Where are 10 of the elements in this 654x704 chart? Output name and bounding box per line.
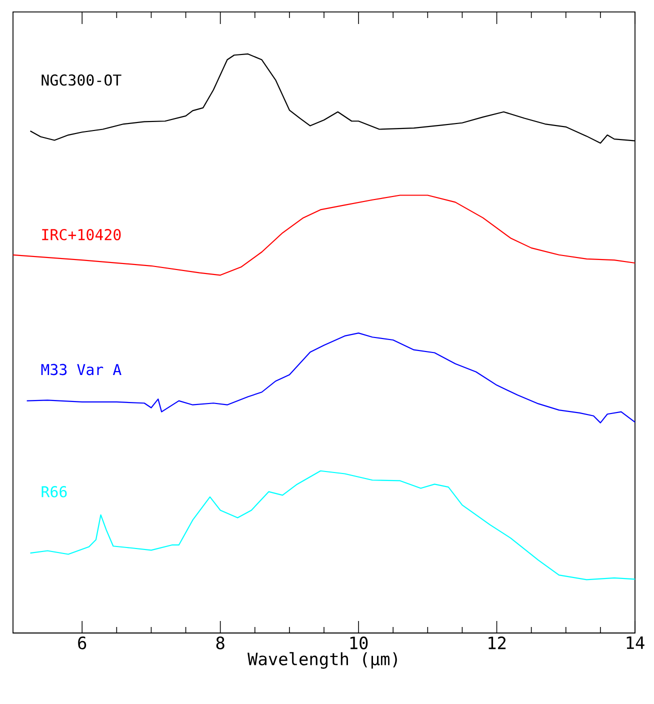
x-tick-label: 12	[488, 636, 506, 650]
x-tick-label: 14	[626, 636, 644, 649]
series-label: IRC+10420	[42, 228, 121, 240]
x-tick-label: 6	[78, 636, 86, 650]
x-tick-label: 8	[216, 636, 224, 650]
x-tick-label: 10	[350, 636, 368, 650]
text: NGC300-OT	[42, 74, 122, 86]
series-label: M33 Var A	[41, 364, 122, 376]
x-axis-title: Wavelength (μm)	[248, 652, 397, 669]
text: R66	[42, 486, 67, 498]
